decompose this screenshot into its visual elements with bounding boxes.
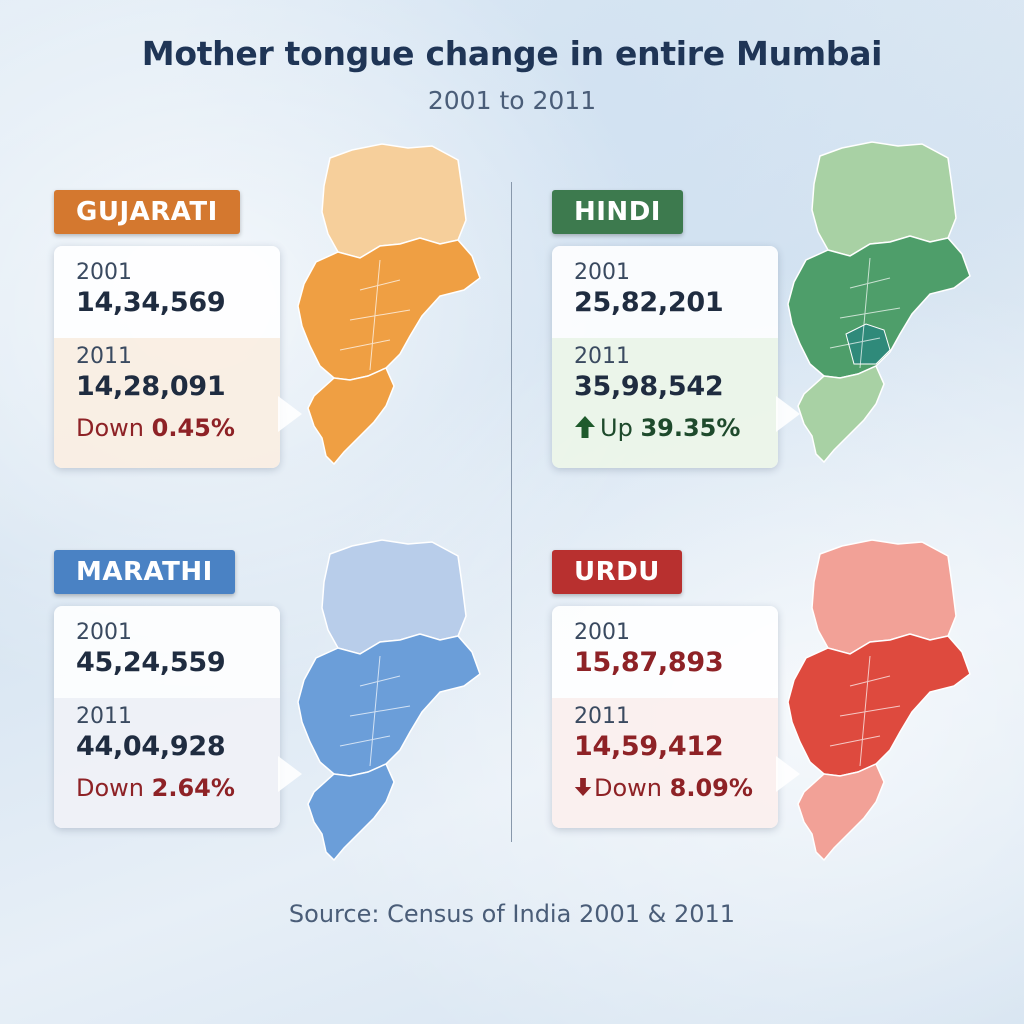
card-pointer [278, 756, 302, 792]
card-pointer [776, 396, 800, 432]
value-2011: 44,04,928 [76, 731, 226, 762]
panel-gujarati: GUJARATI 2001 14,34,569 2011 14,28,091 D… [54, 143, 494, 530]
map-urdu [787, 539, 971, 861]
source-note: Source: Census of India 2001 & 2011 [288, 900, 736, 928]
value-2011: 14,59,412 [574, 731, 724, 762]
change-percent: 2.64% [151, 774, 235, 802]
value-2001: 15,87,893 [574, 647, 724, 678]
map-region-highlight [845, 323, 891, 365]
map-marathi [297, 539, 481, 861]
center-divider [511, 182, 512, 842]
map-region-north [811, 539, 957, 655]
year-2011-label: 2011 [76, 344, 132, 369]
map-region-south [797, 763, 885, 861]
year-2001-label: 2001 [76, 260, 132, 285]
language-badge: MARATHI [54, 550, 235, 594]
map-region-north [321, 539, 467, 655]
value-2001: 45,24,559 [76, 647, 226, 678]
stats-card: 2001 15,87,893 2011 14,59,412 Down 8.09% [552, 606, 800, 828]
map-region-mid [297, 633, 481, 777]
change-percent: 39.35% [640, 414, 741, 442]
change-indicator: Down 0.45% [76, 414, 280, 442]
year-2011-label: 2011 [76, 704, 132, 729]
card-pointer [776, 756, 800, 792]
language-badge: URDU [552, 550, 682, 594]
stats-card: 2001 14,34,569 2011 14,28,091 Down 0.45% [54, 246, 302, 468]
page-title: Mother tongue change in entire Mumbai [141, 34, 883, 73]
change-word: Down [76, 414, 145, 442]
change-indicator: Down 2.64% [76, 774, 280, 802]
arrow-up-icon [575, 416, 595, 438]
page-subtitle: 2001 to 2011 [427, 86, 597, 115]
card-pointer [278, 396, 302, 432]
language-badge: GUJARATI [54, 190, 240, 234]
panel-hindi: HINDI 2001 25,82,201 2011 35,98,542 Up 3… [552, 141, 992, 530]
year-2001-label: 2001 [574, 260, 630, 285]
stats-card: 2001 45,24,559 2011 44,04,928 Down 2.64% [54, 606, 302, 828]
year-2011-label: 2011 [574, 344, 630, 369]
map-region-mid [787, 633, 971, 777]
year-2001-label: 2001 [574, 620, 630, 645]
panel-marathi: MARATHI 2001 45,24,559 2011 44,04,928 Do… [54, 539, 494, 890]
map-region-south [307, 763, 395, 861]
map-region-north [811, 141, 957, 257]
language-badge: HINDI [552, 190, 683, 234]
map-region-south [797, 365, 885, 463]
map-region-mid [297, 237, 481, 381]
change-word: Up [600, 414, 633, 442]
change-percent: 8.09% [669, 774, 753, 802]
map-gujarati [297, 143, 481, 465]
year-2001-label: 2001 [76, 620, 132, 645]
year-2011-label: 2011 [574, 704, 630, 729]
change-word: Down [76, 774, 145, 802]
value-2011: 35,98,542 [574, 371, 724, 402]
value-2011: 14,28,091 [76, 371, 226, 402]
change-percent: 0.45% [151, 414, 235, 442]
map-region-north [321, 143, 467, 259]
value-2001: 25,82,201 [574, 287, 724, 318]
stats-card: 2001 25,82,201 2011 35,98,542 Up 39.35% [552, 246, 800, 468]
value-2001: 14,34,569 [76, 287, 226, 318]
change-indicator: Up 39.35% [574, 414, 778, 442]
arrow-down-icon [574, 778, 592, 796]
map-region-south [307, 367, 395, 465]
panel-urdu: URDU 2001 15,87,893 2011 14,59,412 Down … [552, 539, 992, 890]
change-indicator: Down 8.09% [574, 774, 778, 802]
map-hindi [787, 141, 971, 463]
change-word: Down [594, 774, 663, 802]
